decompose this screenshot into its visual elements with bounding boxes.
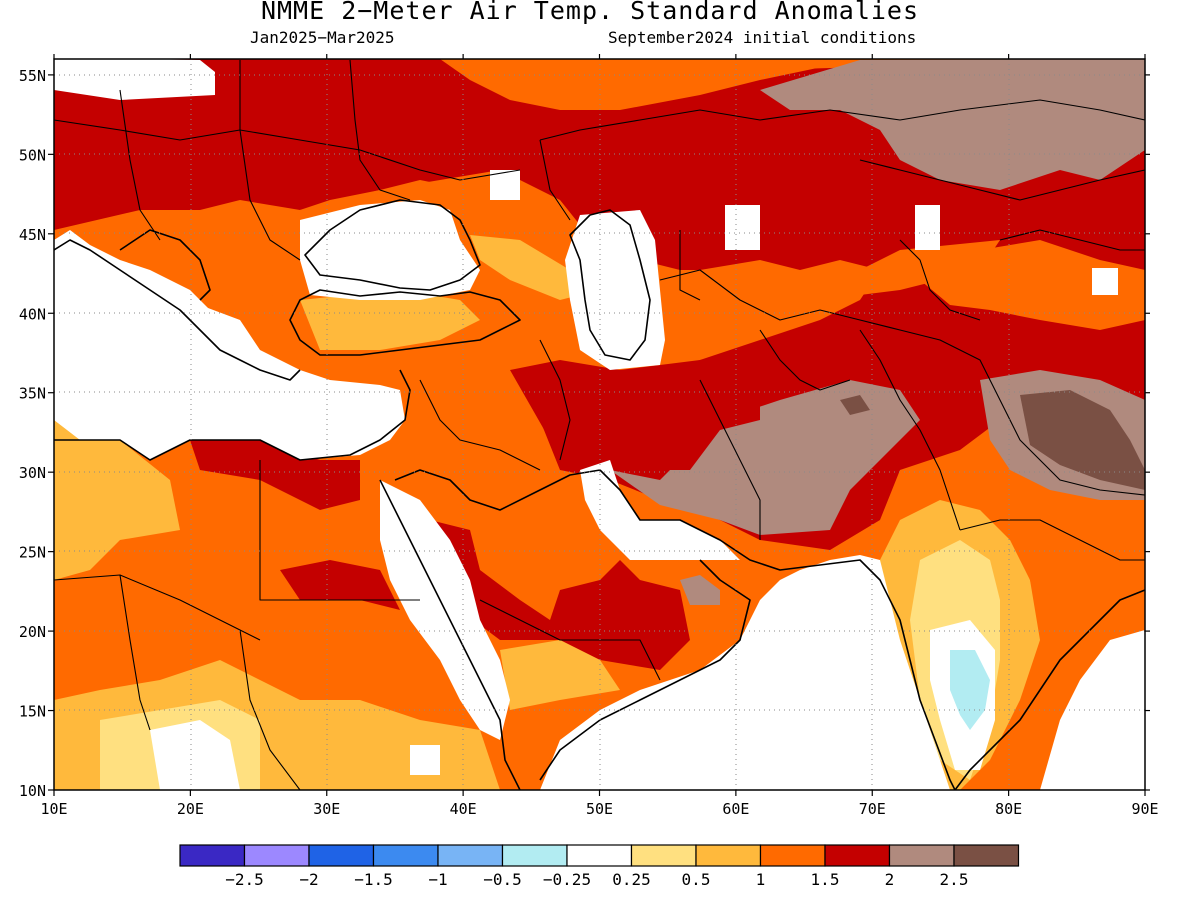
legend-swatch [308, 844, 375, 867]
lat-tick-label: 35N [19, 385, 46, 403]
legend-label: 1.5 [811, 870, 840, 889]
longitude-axis: 10E 20E 30E 40E 50E 60E 70E 80E 90E [40, 54, 1159, 818]
legend-swatch [437, 844, 504, 867]
legend-swatch [372, 844, 439, 867]
anomaly-egypt-red [190, 440, 360, 510]
anomaly-sahara-west-yellow [54, 420, 180, 580]
legend-label: −2 [299, 870, 318, 889]
anomaly-yemen-yellow [500, 640, 620, 710]
color-legend-labels: −2.5 −2 −1.5 −1 −0.5 −0.25 0.25 0.5 1 1.5 2 2.5 [225, 870, 968, 889]
initial-conditions: September2024 initial conditions [608, 28, 917, 47]
lon-tick-label: 20E [177, 800, 204, 818]
anomaly-iran-red [510, 350, 760, 470]
color-legend [179, 844, 1020, 867]
legend-label: −0.5 [483, 870, 522, 889]
anomaly-ethiopia-white [150, 720, 240, 790]
legend-swatch [759, 844, 826, 867]
coastlines [54, 199, 1145, 790]
anomaly-field [54, 59, 1145, 790]
lon-tick-label: 70E [859, 800, 886, 818]
anomaly-kazakh-brown [760, 59, 1145, 190]
lon-tick-label: 80E [995, 800, 1022, 818]
anomaly-afghan-brown [610, 380, 920, 535]
legend-label: 2 [885, 870, 895, 889]
legend-label: −2.5 [225, 870, 264, 889]
lon-tick-label: 40E [450, 800, 477, 818]
lat-tick-label: 40N [19, 305, 46, 323]
anomaly-sudan-red [280, 560, 400, 610]
lon-tick-label: 10E [40, 800, 67, 818]
anomaly-bay-bengal-orange [1020, 540, 1145, 660]
lat-tick-label: 15N [19, 703, 46, 721]
lon-tick-label: 90E [1131, 800, 1158, 818]
legend-label: 2.5 [940, 870, 969, 889]
lat-tick-label: 10N [19, 782, 46, 800]
map-title: NMME 2−Meter Air Temp. Standard Anomalie… [260, 0, 920, 25]
legend-label: −1 [428, 870, 447, 889]
legend-label: −0.25 [543, 870, 591, 889]
legend-swatch [888, 844, 955, 867]
legend-label: 0.25 [612, 870, 651, 889]
lon-tick-label: 30E [313, 800, 340, 818]
forecast-period: Jan2025−Mar2025 [250, 28, 395, 47]
anomaly-north-russia-band [440, 59, 860, 110]
legend-swatch [630, 844, 697, 867]
latitude-axis: 10N 15N 20N 25N 30N 35N 40N 45N 50N 55N [19, 67, 1150, 800]
lon-tick-label: 60E [722, 800, 749, 818]
legend-swatch [953, 844, 1020, 867]
lat-tick-label: 45N [19, 226, 46, 244]
legend-swatch [695, 844, 762, 867]
legend-label: 1 [756, 870, 766, 889]
legend-swatch [501, 844, 568, 867]
country-borders [54, 59, 1145, 790]
legend-swatch [243, 844, 310, 867]
anomaly-blacksea-orange [470, 235, 600, 300]
anomaly-arabia-red [430, 520, 690, 670]
legend-swatch [824, 844, 891, 867]
lat-tick-label: 20N [19, 623, 46, 641]
lat-tick-label: 30N [19, 464, 46, 482]
lon-tick-label: 50E [586, 800, 613, 818]
anomaly-afghan-darkbrown [840, 395, 870, 415]
graticule [54, 59, 1145, 790]
lat-tick-label: 55N [19, 67, 46, 85]
legend-swatch [179, 844, 246, 867]
anomaly-oman-brown [680, 575, 720, 605]
lat-tick-label: 50N [19, 146, 46, 164]
anomaly-turan-orange [600, 250, 880, 380]
legend-label: −1.5 [354, 870, 393, 889]
legend-swatch [566, 844, 633, 867]
anomaly-tibet-darkbrown [1020, 390, 1145, 490]
anomaly-tianshan-orange [920, 240, 1145, 330]
legend-label: 0.5 [682, 870, 711, 889]
anomaly-anatolia-yellow-orange [300, 290, 480, 350]
lat-tick-label: 25N [19, 544, 46, 562]
